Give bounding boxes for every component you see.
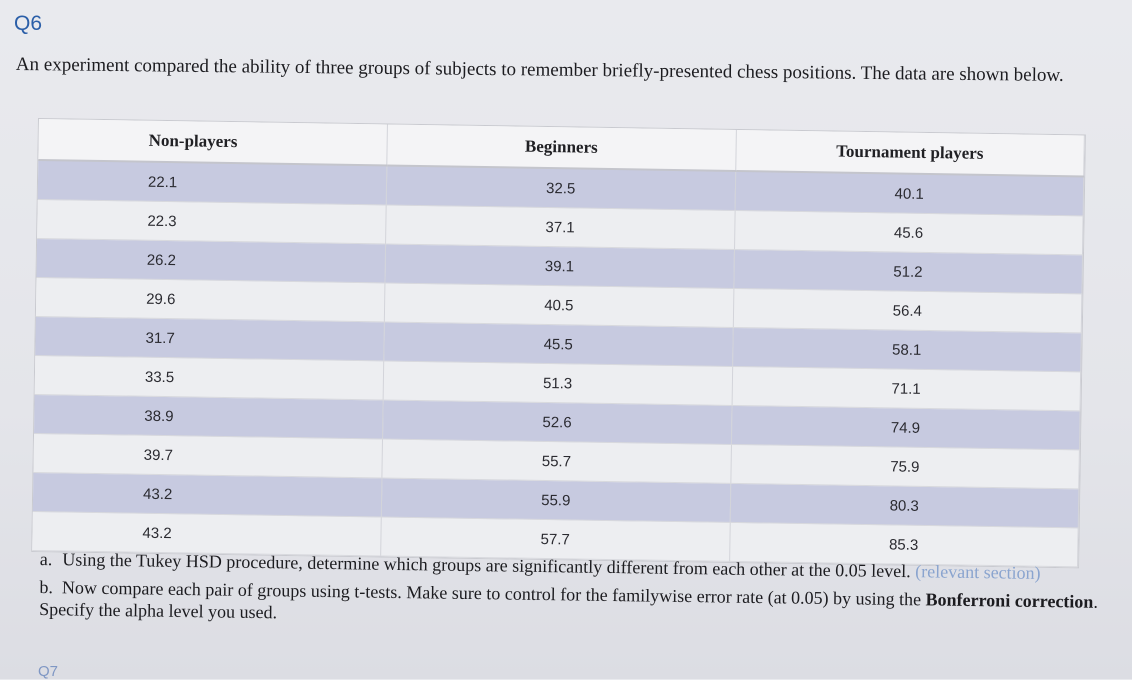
- table-cell: 26.2: [36, 238, 386, 283]
- relevant-section-link[interactable]: (relevant section): [915, 561, 1041, 583]
- table-cell: 56.4: [732, 288, 1082, 333]
- table-cell: 55.7: [381, 438, 731, 484]
- table-cell: 52.6: [382, 399, 732, 445]
- table-cell: 37.1: [385, 204, 735, 250]
- part-b-marker: b.: [39, 576, 54, 598]
- column-header-non-players: Non-players: [38, 119, 388, 166]
- next-question-label: Q7: [38, 663, 59, 680]
- part-a-marker: a.: [39, 548, 53, 570]
- part-b: b. Now compare each pair of groups using…: [39, 576, 1100, 635]
- question-number: Q6: [14, 12, 43, 35]
- table-cell: 55.9: [381, 477, 731, 523]
- table-cell: 29.6: [35, 277, 385, 322]
- data-table: Non-players Beginners Tournament players…: [31, 118, 1086, 569]
- table-cell: 39.1: [384, 243, 735, 289]
- table-cell: 40.1: [734, 170, 1084, 216]
- table-cell: 75.9: [730, 444, 1080, 489]
- table-cell: 45.6: [734, 210, 1084, 255]
- table-cell: 51.2: [733, 249, 1083, 294]
- table-cell: 39.7: [33, 433, 383, 478]
- question-intro: An experiment compared the ability of th…: [15, 53, 1064, 86]
- table-cell: 74.9: [730, 405, 1081, 450]
- table-cell: 71.1: [731, 366, 1081, 411]
- table-cell: 32.5: [386, 165, 736, 211]
- table-cell: 33.5: [34, 355, 384, 400]
- question-parts: a. Using the Tukey HSD procedure, determ…: [39, 548, 1100, 641]
- table-cell: 43.2: [32, 472, 382, 517]
- table-cell: 51.3: [383, 360, 733, 406]
- table-cell: 80.3: [729, 483, 1079, 528]
- table-cell: 22.3: [37, 199, 387, 244]
- table-cell: 45.5: [383, 321, 733, 367]
- bonferroni-correction-term: Bonferroni correction: [925, 589, 1094, 612]
- table-cell: 22.1: [37, 160, 387, 205]
- table-cell: 38.9: [34, 394, 384, 439]
- table-cell: 58.1: [732, 327, 1082, 372]
- table-cell: 40.5: [384, 282, 734, 328]
- column-header-beginners: Beginners: [386, 124, 736, 171]
- column-header-tournament-players: Tournament players: [735, 129, 1085, 177]
- table-cell: 31.7: [35, 316, 385, 361]
